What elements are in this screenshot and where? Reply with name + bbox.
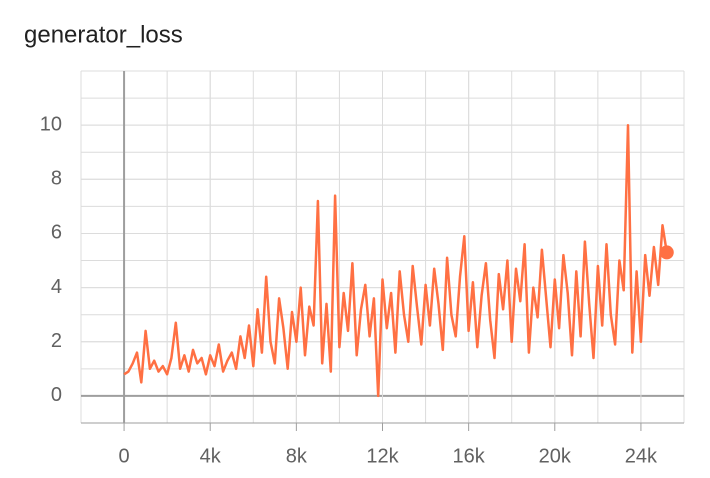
y-tick-label: 0 [51, 384, 62, 406]
y-tick-label: 4 [51, 276, 62, 298]
chart-title: generator_loss [24, 21, 183, 48]
x-tick-label: 8k [286, 445, 308, 467]
marks [123, 123, 674, 398]
x-tick-label: 12k [366, 445, 399, 467]
x-tick-label: 16k [453, 445, 486, 467]
x-tick-label: 24k [625, 445, 658, 467]
grid [80, 70, 685, 424]
x-tick-label: 0 [119, 445, 130, 467]
x-tick-label: 20k [539, 445, 572, 467]
series-line [123, 123, 669, 398]
y-tick-label: 8 [51, 168, 62, 190]
axes: 0 2 4 6 8 10 0 4k 8k 12k 16k 20k 24k [40, 113, 684, 467]
y-tick-label: 10 [40, 113, 62, 135]
y-tick-label: 6 [51, 222, 62, 244]
last-point-marker [659, 245, 674, 260]
x-tick-label: 4k [200, 445, 222, 467]
y-tick-label: 2 [51, 330, 62, 352]
